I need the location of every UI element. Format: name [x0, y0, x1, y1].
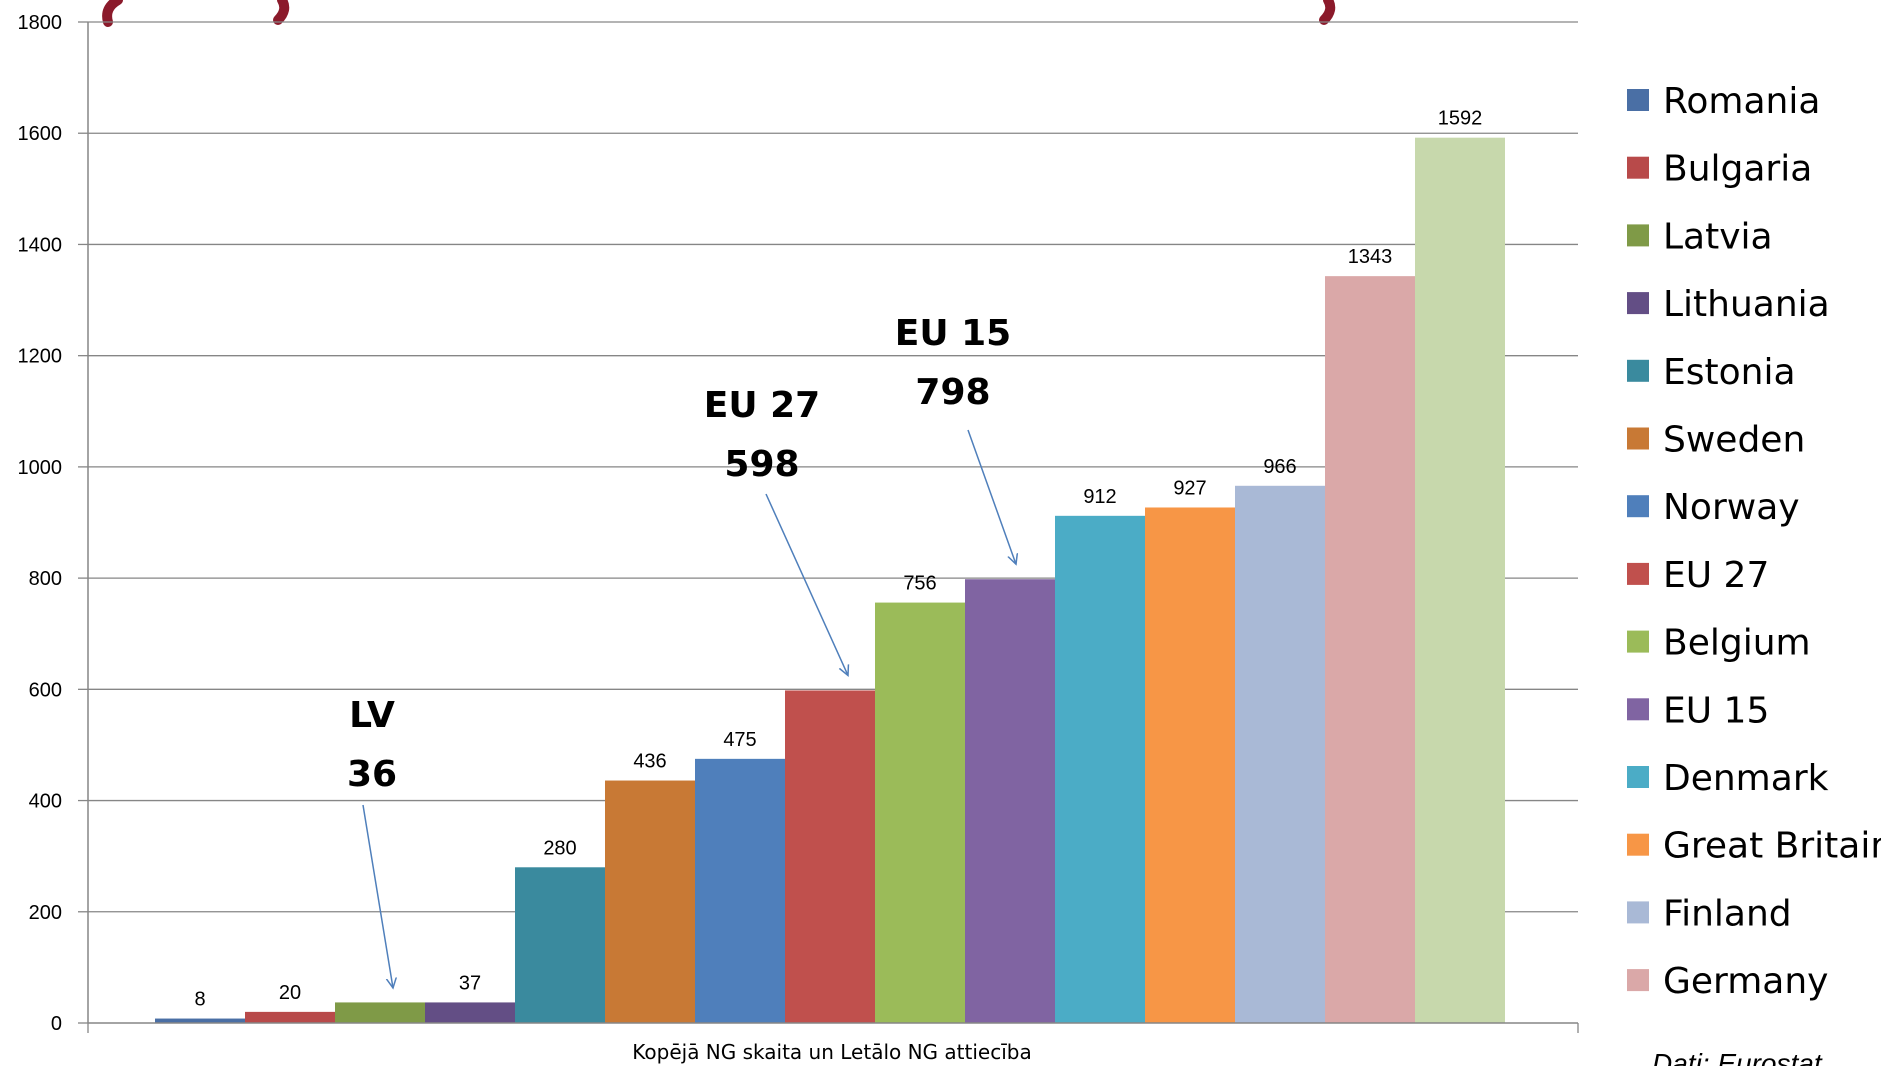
legend-entry: EU 15 — [1663, 690, 1769, 731]
bar-great-britain — [1145, 507, 1235, 1023]
data-label: 8 — [194, 989, 205, 1011]
legend-entry: Estonia — [1663, 352, 1796, 393]
data-label: 37 — [459, 972, 481, 994]
y-tick-label: 400 — [29, 791, 62, 813]
legend-entry: Great Britain — [1663, 826, 1881, 867]
bar-lithuania — [425, 1002, 515, 1023]
data-label: 966 — [1263, 456, 1296, 478]
bar-eu-27 — [785, 690, 875, 1023]
legend-entry: Belgium — [1663, 623, 1811, 664]
bar-estonia — [515, 867, 605, 1023]
x-axis-label: Kopējā NG skaita un Letālo NG attiecība — [632, 1040, 1031, 1064]
bar-belgium — [875, 602, 965, 1023]
y-tick-label: 1800 — [18, 12, 63, 34]
data-label: 1343 — [1348, 246, 1393, 268]
legend-entry: Finland — [1663, 893, 1792, 934]
legend: Romania Bulgaria Latvia Lithuania Estonia Swe… — [1627, 81, 1881, 1002]
legend-swatch — [1627, 630, 1649, 653]
data-label: 1592 — [1438, 108, 1483, 130]
cropped-title-fragments — [102, 0, 1336, 27]
bars — [155, 137, 1505, 1024]
source-note: Dati: Eurostat — [1652, 1048, 1823, 1066]
bar-germany — [1325, 276, 1415, 1023]
y-tick-label: 1200 — [18, 346, 63, 368]
legend-swatch — [1627, 698, 1649, 721]
legend-swatch — [1627, 89, 1649, 111]
y-tick-label: 1400 — [18, 234, 63, 256]
legend-entry: Romania — [1663, 81, 1820, 122]
bar-sweden — [605, 780, 695, 1023]
y-axis-ticks: 0 200 400 600 800 1000 1200 1400 1600 1800 — [18, 12, 88, 1035]
annotation-arrow — [967, 429, 1016, 564]
bar-latvia — [335, 1002, 425, 1023]
annotation-label: EU 15 — [895, 313, 1011, 354]
legend-swatch — [1627, 562, 1649, 585]
legend-swatch — [1627, 766, 1649, 788]
legend-swatch — [1627, 427, 1649, 450]
legend-entry: Denmark — [1663, 758, 1829, 799]
legend-swatch — [1627, 901, 1649, 924]
y-tick-label: 1000 — [18, 457, 63, 479]
bar-denmark — [1055, 515, 1145, 1023]
legend-entry: Lithuania — [1663, 284, 1830, 325]
annotation-label: EU 27 — [704, 385, 820, 426]
annotation-arrow — [765, 493, 848, 675]
y-tick-label: 600 — [29, 679, 62, 701]
legend-entry: Bulgaria — [1663, 149, 1812, 190]
gridlines — [88, 21, 1578, 913]
y-tick-label: 0 — [51, 1013, 62, 1035]
legend-swatch — [1627, 495, 1649, 518]
data-label: 912 — [1083, 486, 1116, 508]
y-tick-label: 800 — [29, 568, 62, 590]
legend-swatch — [1627, 224, 1649, 247]
annotation-value: 798 — [915, 372, 990, 413]
bar-bulgaria — [245, 1011, 335, 1023]
data-label: 280 — [543, 837, 576, 859]
data-label: 927 — [1173, 477, 1206, 499]
annotation-value: 598 — [724, 444, 799, 485]
bar-romania — [155, 1018, 245, 1023]
legend-entry: Norway — [1663, 487, 1800, 528]
y-tick-label: 200 — [29, 902, 62, 924]
legend-swatch — [1627, 359, 1649, 382]
annotations: LV 36 EU 27 598 EU 15 798 — [347, 313, 1016, 988]
legend-entry: EU 27 — [1663, 555, 1769, 596]
y-tick-label: 1600 — [18, 123, 63, 145]
data-label: 475 — [723, 729, 756, 751]
data-label: 436 — [633, 751, 666, 773]
legend-swatch — [1627, 833, 1649, 856]
bar-finland — [1235, 485, 1325, 1024]
annotation-arrow — [362, 804, 393, 988]
legend-swatch — [1627, 292, 1649, 315]
legend-entry: Latvia — [1663, 216, 1773, 257]
data-labels: 8 20 37 280 436 475 756 912 927 966 1343 1592 — [194, 108, 1482, 1011]
bar-unnamed — [1415, 137, 1505, 1023]
axes — [87, 22, 1579, 1033]
bar-eu-15 — [965, 579, 1055, 1023]
annotation-value: 36 — [347, 754, 397, 795]
legend-swatch — [1627, 156, 1649, 179]
data-label: 756 — [903, 573, 936, 595]
annotation-label: LV — [349, 695, 395, 736]
legend-entry: Sweden — [1663, 420, 1805, 461]
legend-entry: Germany — [1663, 961, 1828, 1002]
data-label: 20 — [279, 982, 301, 1004]
bar-norway — [695, 758, 785, 1023]
legend-swatch — [1627, 969, 1649, 992]
